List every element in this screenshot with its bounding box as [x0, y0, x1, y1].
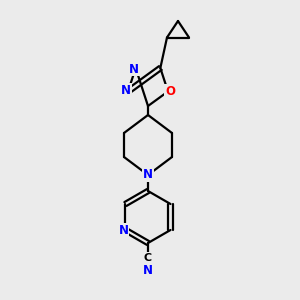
Text: N: N: [118, 224, 128, 236]
Text: N: N: [129, 62, 139, 76]
Text: N: N: [143, 169, 153, 182]
Text: C: C: [144, 253, 152, 263]
Text: N: N: [143, 265, 153, 278]
Text: N: N: [121, 84, 131, 97]
Text: O: O: [165, 85, 175, 98]
